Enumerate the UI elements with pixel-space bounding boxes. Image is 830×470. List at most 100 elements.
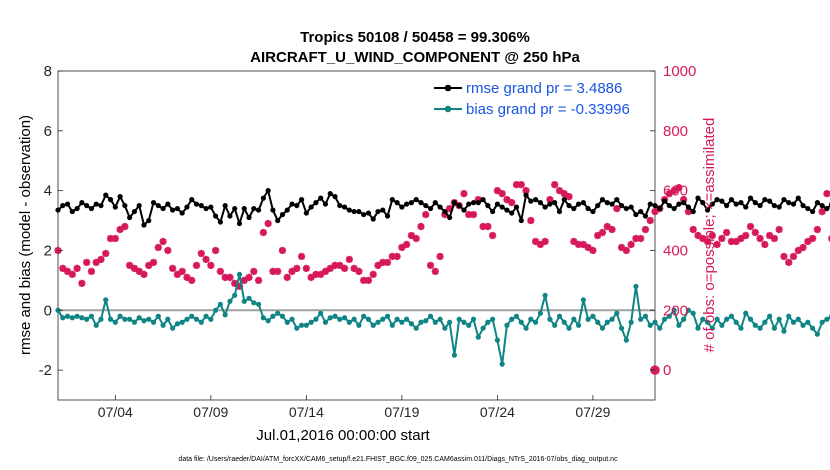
rmse-point — [370, 216, 376, 222]
bias-point — [795, 316, 801, 322]
bias-point — [480, 325, 486, 331]
bias-point — [509, 316, 515, 322]
rmse-point — [365, 210, 372, 216]
rmse-point — [810, 208, 816, 215]
rmse-point — [55, 207, 61, 213]
obs-assimilated-marker — [264, 219, 272, 228]
y-axis-left-label: rmse and bias (model - observation) — [17, 115, 34, 355]
rmse-point — [528, 198, 534, 204]
rmse-point — [361, 211, 367, 218]
bias-point — [361, 313, 367, 319]
obs-assimilated-marker — [770, 234, 778, 243]
bias-point — [88, 313, 95, 319]
rmse-point — [380, 207, 386, 213]
obs-assimilated-marker — [407, 231, 416, 240]
obs-assimilated-marker — [737, 234, 745, 243]
rmse-point — [260, 195, 266, 201]
bias-point — [552, 322, 558, 328]
bias-point — [724, 316, 730, 322]
bias-point — [413, 325, 419, 331]
rmse-point — [279, 211, 286, 218]
rmse-point — [447, 214, 453, 221]
rmse-point — [303, 210, 309, 216]
rmse-point — [298, 197, 305, 203]
rmse-point — [155, 202, 161, 209]
bias-point — [786, 313, 792, 319]
bias-point — [676, 322, 682, 328]
bias-point — [84, 316, 90, 322]
rmse-point — [322, 201, 329, 207]
rmse-point — [103, 192, 109, 198]
rmse-point — [800, 202, 806, 209]
rmse-point — [189, 197, 195, 203]
obs-assimilated-marker — [202, 255, 210, 264]
rmse-point — [213, 213, 219, 219]
bias-point — [700, 316, 706, 322]
bias-point — [389, 322, 395, 328]
obs-assimilated-marker — [197, 249, 205, 258]
rmse-point — [676, 201, 682, 207]
bias-point — [103, 297, 109, 303]
rmse-point — [647, 201, 653, 207]
obs-assimilated-marker — [393, 252, 401, 261]
obs-assimilated-marker — [340, 264, 349, 272]
rmse-point — [356, 208, 362, 215]
bias-point — [709, 325, 715, 331]
rmse-point — [284, 207, 290, 213]
obs-assimilated-marker — [321, 267, 330, 275]
obs-assimilated-marker — [789, 252, 798, 261]
bias-point — [351, 316, 357, 322]
bias-point — [270, 313, 276, 319]
left-axis-ticks: -2 0 2 4 6 8 — [39, 63, 63, 379]
obs-assimilated-marker — [59, 264, 67, 272]
rmse-point — [308, 204, 314, 210]
bias-point — [289, 316, 295, 322]
rmse-point — [208, 204, 214, 210]
bias-point — [585, 316, 591, 322]
rmse-point — [824, 205, 830, 212]
rmse-point — [786, 200, 792, 206]
rmse-point — [451, 200, 458, 206]
obs-assimilated-marker — [541, 237, 549, 246]
obs-assimilated-marker — [794, 246, 802, 255]
bias-point — [179, 319, 185, 325]
y-axis-right-label: # of obs: o=possible; ×=assimilated — [701, 118, 718, 353]
bias-point — [337, 316, 343, 322]
bias-point — [776, 316, 782, 322]
bias-series — [55, 271, 830, 367]
rmse-point — [814, 200, 820, 206]
obs-assimilated-marker — [555, 187, 564, 195]
obs-assimilated-marker — [226, 273, 234, 281]
bias-point — [265, 318, 271, 324]
bias-point — [518, 319, 524, 325]
obs-assimilated-marker — [164, 246, 172, 255]
obs-assimilated-marker — [149, 258, 158, 267]
obs-assimilated-marker — [756, 234, 764, 243]
obs-assimilated-marker — [589, 246, 597, 255]
bias-point — [638, 316, 644, 322]
bias-point — [642, 313, 649, 319]
obs-assimilated-marker — [302, 264, 310, 272]
obs-assimilated-marker — [785, 258, 793, 267]
bias-point — [275, 310, 281, 316]
obs-assimilated-marker — [436, 252, 444, 261]
bias-point — [203, 313, 209, 319]
obs-count-series — [54, 181, 830, 375]
obs-assimilated-marker — [637, 234, 645, 243]
obs-assimilated-marker — [536, 240, 544, 249]
bias-point — [523, 325, 529, 331]
bias-point — [198, 319, 204, 325]
bias-point — [404, 316, 410, 322]
rmse-point — [294, 202, 300, 209]
obs-assimilated-marker — [508, 199, 516, 207]
legend: rmse grand pr = 3.4886 bias grand pr = -… — [430, 74, 652, 120]
bias-point — [170, 325, 176, 331]
obs-assimilated-marker — [259, 228, 267, 237]
rmse-point — [628, 204, 634, 210]
rmse-point — [700, 200, 706, 206]
bias-point — [824, 316, 830, 322]
rmse-point — [413, 197, 419, 203]
obs-assimilated-marker — [694, 231, 702, 240]
rmse-point — [805, 205, 811, 212]
rmse-point — [490, 208, 496, 215]
